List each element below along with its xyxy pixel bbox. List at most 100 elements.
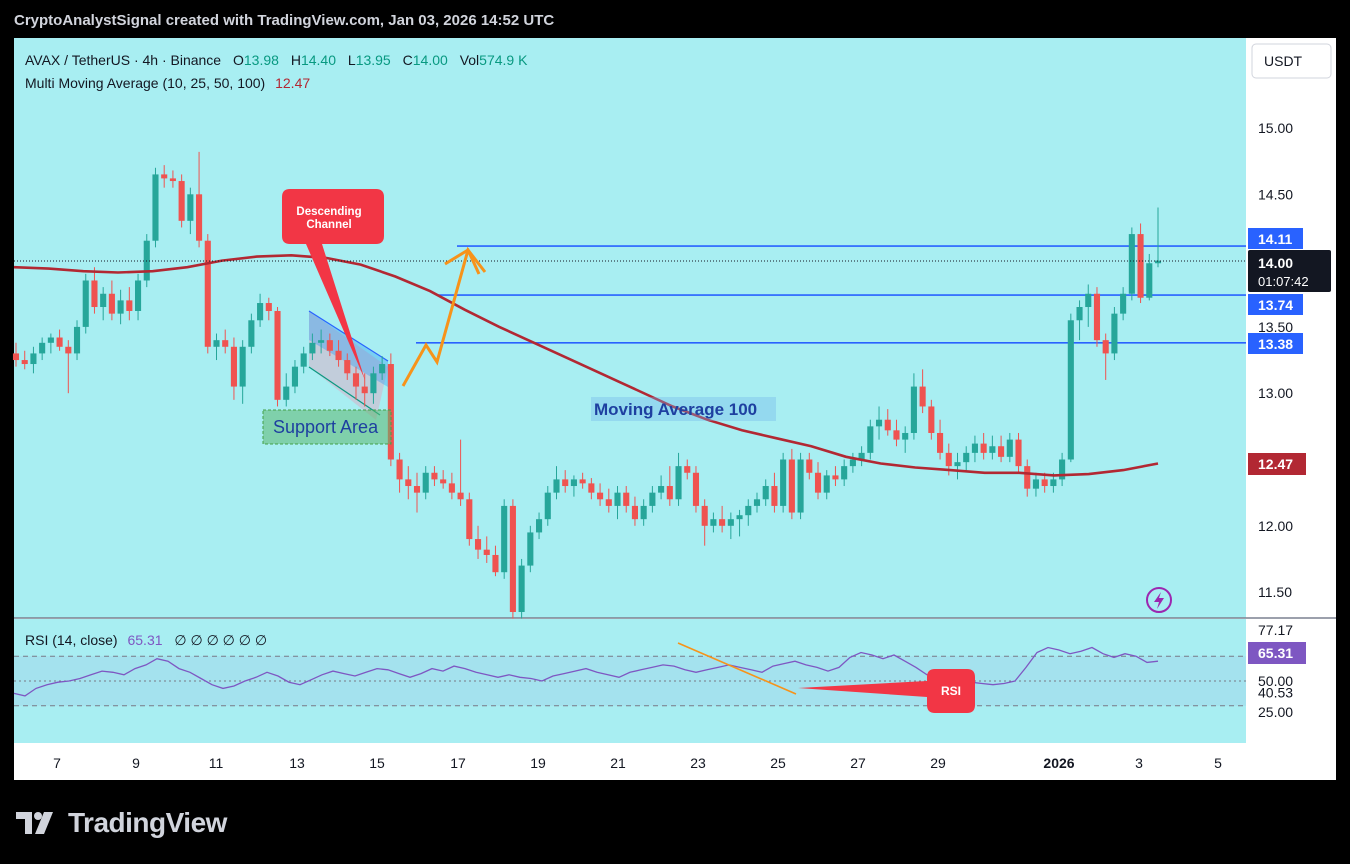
candle-body[interactable] [841, 466, 848, 480]
candle-body[interactable] [1032, 479, 1040, 489]
tradingview-logo[interactable]: TradingView [16, 806, 227, 840]
candle-body[interactable] [919, 386, 926, 407]
candle-body[interactable] [614, 492, 621, 506]
candle-body[interactable] [361, 386, 368, 394]
candle-body[interactable] [588, 483, 595, 493]
candle-body[interactable] [736, 515, 743, 520]
candle-body[interactable] [597, 492, 604, 500]
candle-body[interactable] [762, 486, 769, 500]
candle-body[interactable] [1120, 293, 1127, 314]
candle-body[interactable] [570, 479, 577, 487]
candle-body[interactable] [300, 353, 307, 367]
candle-body[interactable] [692, 472, 700, 506]
candle-body[interactable] [100, 293, 107, 308]
candle-body[interactable] [1067, 320, 1074, 460]
candle-body[interactable] [832, 475, 839, 480]
candle-body[interactable] [1093, 293, 1101, 341]
candle-body[interactable] [928, 406, 935, 433]
candle-body[interactable] [379, 364, 386, 374]
candle-body[interactable] [73, 326, 81, 354]
candle-body[interactable] [1111, 313, 1118, 354]
candle-body[interactable] [413, 486, 421, 493]
candle-body[interactable] [518, 565, 525, 612]
candle-body[interactable] [431, 472, 438, 480]
candle-body[interactable] [771, 486, 778, 506]
lightning-icon[interactable] [1146, 587, 1172, 613]
candle-body[interactable] [989, 446, 996, 453]
candle-body[interactable] [187, 194, 194, 221]
candle-body[interactable] [745, 505, 752, 516]
candle-body[interactable] [954, 462, 961, 467]
candle-body[interactable] [527, 532, 534, 566]
candle-body[interactable] [536, 519, 543, 533]
candle-body[interactable] [1085, 293, 1092, 308]
candle-body[interactable] [675, 466, 682, 500]
candle-body[interactable] [47, 337, 54, 343]
candle-body[interactable] [562, 479, 569, 487]
candle-body[interactable] [753, 499, 761, 506]
candle-body[interactable] [1050, 479, 1057, 487]
rsi-legend[interactable]: RSI (14, close) 65.31 ∅ ∅ ∅ ∅ ∅ ∅ [25, 632, 267, 648]
candle-body[interactable] [658, 486, 665, 493]
candle-body[interactable] [780, 459, 787, 506]
candle-body[interactable] [1006, 439, 1013, 457]
candle-body[interactable] [858, 452, 865, 460]
candle-body[interactable] [1128, 234, 1135, 294]
candle-body[interactable] [605, 499, 612, 506]
candle-body[interactable] [806, 459, 813, 473]
candle-body[interactable] [134, 280, 142, 311]
candle-body[interactable] [222, 340, 229, 347]
candle-body[interactable] [544, 492, 551, 520]
candle-body[interactable] [257, 303, 264, 321]
candle-body[interactable] [937, 432, 944, 453]
candle-body[interactable] [169, 178, 176, 182]
candle-body[interactable] [474, 539, 482, 550]
candle-body[interactable] [867, 426, 874, 453]
candle-body[interactable] [553, 479, 560, 493]
candle-body[interactable] [65, 346, 72, 354]
candle-body[interactable] [893, 430, 900, 440]
candle-body[interactable] [265, 303, 272, 311]
candle-body[interactable] [501, 505, 508, 573]
time-axis[interactable]: 7 9 11 13 15 17 19 21 23 25 27 29 2026 3 5 [53, 755, 1222, 771]
candle-body[interactable] [213, 340, 220, 347]
candle-body[interactable] [422, 472, 429, 493]
candle-body[interactable] [39, 342, 46, 354]
candle-body[interactable] [448, 483, 455, 493]
candle-body[interactable] [875, 419, 883, 427]
candle-body[interactable] [274, 310, 281, 400]
candle-body[interactable] [788, 459, 795, 513]
candle-body[interactable] [963, 452, 970, 463]
candle-body[interactable] [623, 492, 630, 506]
candle-body[interactable] [239, 346, 246, 387]
candle-body[interactable] [204, 240, 211, 347]
candle-body[interactable] [196, 194, 203, 241]
candle-body[interactable] [466, 499, 473, 540]
candle-body[interactable] [814, 472, 822, 493]
candle-body[interactable] [457, 492, 464, 500]
candle-body[interactable] [352, 373, 360, 387]
candle-body[interactable] [1154, 260, 1162, 264]
candle-body[interactable] [117, 300, 124, 314]
candle-body[interactable] [1146, 263, 1153, 298]
candle-body[interactable] [1024, 466, 1031, 489]
candle-body[interactable] [161, 174, 168, 179]
candle-body[interactable] [283, 386, 290, 400]
candle-body[interactable] [945, 452, 952, 467]
candle-body[interactable] [998, 446, 1005, 457]
candle-body[interactable] [483, 549, 490, 555]
candle-body[interactable] [1041, 479, 1048, 487]
candle-body[interactable] [396, 459, 403, 480]
candle-body[interactable] [178, 181, 185, 221]
candle-body[interactable] [649, 492, 656, 506]
candle-body[interactable] [370, 373, 377, 394]
candle-body[interactable] [727, 519, 734, 526]
candle-body[interactable] [326, 340, 333, 351]
candle-body[interactable] [579, 479, 586, 484]
candle-body[interactable] [230, 346, 237, 387]
currency-button[interactable]: USDT [1251, 43, 1332, 79]
candle-body[interactable] [1076, 307, 1083, 321]
candle-body[interactable] [291, 366, 299, 387]
candle-body[interactable] [684, 466, 691, 473]
candle-body[interactable] [509, 505, 516, 612]
